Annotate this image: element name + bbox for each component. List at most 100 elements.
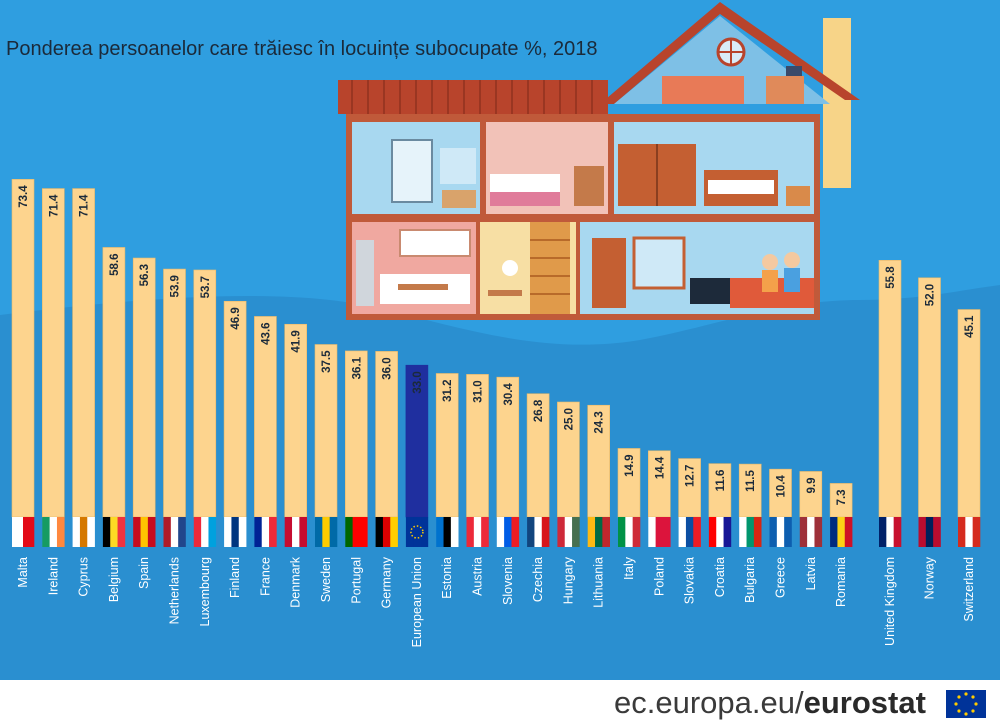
value-label-austria: 31.0 — [473, 380, 485, 402]
value-label-finland: 46.9 — [230, 307, 242, 329]
category-label-latvia: Latvia — [804, 557, 818, 590]
category-label-european-union: European Union — [410, 557, 424, 647]
bar-france — [254, 316, 277, 518]
value-label-slovenia: 30.4 — [503, 383, 515, 406]
category-label-netherlands: Netherlands — [168, 557, 182, 624]
footer-logo: ec.europa.eu/eurostat — [614, 685, 926, 720]
category-label-slovakia: Slovakia — [683, 557, 697, 604]
category-label-france: France — [258, 557, 272, 596]
flag-portugal-icon — [345, 517, 368, 547]
flag-germany-icon — [375, 517, 398, 547]
footer-site: ec.europa.eu/ — [614, 685, 804, 720]
value-label-switzerland: 45.1 — [964, 315, 976, 338]
house-cross-section-icon — [338, 2, 860, 320]
flag-cyprus-icon — [72, 517, 95, 547]
category-label-cyprus: Cyprus — [77, 557, 91, 597]
value-label-spain: 56.3 — [139, 264, 151, 286]
flag-romania-icon — [830, 517, 853, 547]
category-label-lithuania: Lithuania — [592, 557, 606, 608]
value-label-lithuania: 24.3 — [594, 411, 606, 433]
flag-ireland-icon — [42, 517, 65, 547]
category-label-germany: Germany — [380, 556, 394, 608]
value-label-portugal: 36.1 — [351, 356, 363, 379]
category-label-italy: Italy — [622, 556, 636, 580]
value-label-norway: 52.0 — [925, 284, 937, 306]
flag-united-kingdom-icon — [879, 517, 902, 547]
category-label-sweden: Sweden — [319, 557, 333, 602]
flag-european-union-icon — [405, 517, 429, 547]
category-label-belgium: Belgium — [107, 557, 121, 602]
value-label-croatia: 11.6 — [715, 470, 727, 492]
category-label-romania: Romania — [834, 557, 848, 607]
bar-norway — [918, 277, 941, 518]
flag-bulgaria-icon — [739, 517, 762, 547]
flag-slovenia-icon — [496, 517, 520, 547]
category-label-bulgaria: Bulgaria — [743, 557, 757, 603]
bar-netherlands — [163, 268, 186, 518]
flag-slovakia-icon — [678, 517, 701, 547]
value-label-greece: 10.4 — [776, 475, 788, 498]
value-label-netherlands: 53.9 — [170, 275, 182, 297]
category-label-austria: Austria — [471, 557, 485, 596]
flag-poland-icon — [648, 517, 671, 547]
bar-luxembourg — [193, 269, 217, 518]
flag-finland-icon — [224, 517, 247, 547]
flag-netherlands-icon — [163, 517, 186, 547]
bar-malta — [11, 179, 35, 518]
value-label-romania: 7.3 — [836, 489, 848, 505]
bar-spain — [132, 257, 156, 518]
flag-switzerland-icon — [958, 517, 981, 547]
category-label-portugal: Portugal — [349, 557, 363, 604]
flag-latvia-icon — [799, 517, 823, 547]
flag-greece-icon — [769, 517, 792, 547]
flag-denmark-icon — [284, 517, 307, 547]
flag-spain-icon — [133, 517, 156, 547]
flag-austria-icon — [466, 517, 489, 547]
category-label-poland: Poland — [652, 557, 666, 596]
bar-united-kingdom — [878, 260, 902, 518]
bar-belgium — [102, 247, 126, 518]
category-label-malta: Malta — [16, 557, 30, 588]
value-label-denmark: 41.9 — [291, 330, 303, 352]
value-label-malta: 73.4 — [18, 185, 30, 208]
flag-italy-icon — [618, 517, 641, 547]
value-label-latvia: 9.9 — [806, 477, 818, 493]
value-label-belgium: 58.6 — [109, 253, 121, 275]
flag-hungary-icon — [557, 517, 580, 547]
flag-estonia-icon — [436, 517, 459, 547]
value-label-bulgaria: 11.5 — [745, 469, 757, 491]
category-label-hungary: Hungary — [561, 556, 575, 604]
bar-cyprus — [72, 188, 95, 518]
flag-belgium-icon — [102, 517, 126, 547]
flag-sweden-icon — [315, 517, 338, 547]
category-label-czechia: Czechia — [531, 557, 545, 602]
value-label-germany: 36.0 — [382, 357, 394, 379]
value-label-cyprus: 71.4 — [79, 194, 91, 217]
flag-luxembourg-icon — [193, 517, 217, 547]
category-label-norway: Norway — [923, 556, 937, 599]
flag-malta-icon — [12, 517, 35, 547]
value-label-luxembourg: 53.7 — [200, 276, 212, 298]
value-label-slovakia: 12.7 — [685, 465, 697, 487]
category-label-luxembourg: Luxembourg — [198, 557, 212, 627]
category-label-switzerland: Switzerland — [962, 557, 976, 622]
bar-ireland — [41, 188, 65, 518]
eu-flag-icon — [946, 690, 986, 718]
category-label-finland: Finland — [228, 557, 242, 598]
category-label-united-kingdom: United Kingdom — [883, 557, 897, 646]
flag-france-icon — [254, 517, 277, 547]
footer-band — [0, 680, 1000, 725]
footer-brand: eurostat — [804, 685, 926, 720]
value-label-czechia: 26.8 — [533, 399, 545, 422]
bar-switzerland — [957, 309, 981, 518]
value-label-united-kingdom: 55.8 — [885, 266, 897, 289]
value-label-poland: 14.4 — [654, 456, 666, 479]
category-label-denmark: Denmark — [289, 556, 303, 607]
value-label-ireland: 71.4 — [48, 194, 60, 217]
bars-layer: 73.4 Malta 71.4 Ireland 71.4 Cyprus 58.6 Belgiu… — [11, 179, 981, 647]
flag-lithuania-icon — [587, 517, 610, 547]
category-label-ireland: Ireland — [46, 557, 60, 595]
value-label-france: 43.6 — [260, 322, 272, 344]
bar-finland — [223, 300, 247, 518]
